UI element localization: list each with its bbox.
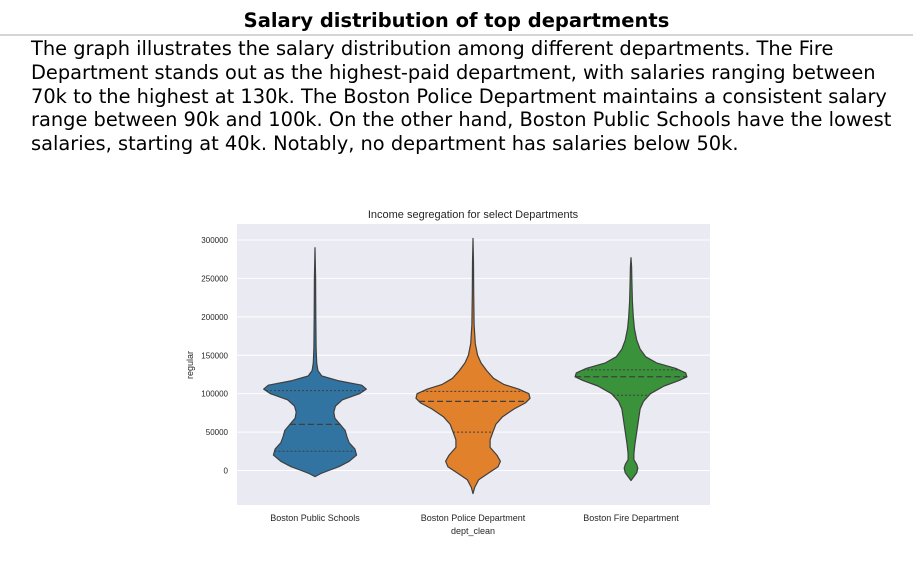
chart-title: Income segregation for select Department…	[368, 209, 579, 221]
y-tick-label: 100000	[201, 390, 228, 399]
y-axis-label: regular	[185, 351, 195, 379]
x-tick-label: Boston Fire Department	[583, 513, 679, 523]
violin-body	[415, 237, 531, 495]
y-tick-label: 250000	[201, 274, 228, 283]
y-tick-label: 150000	[201, 351, 228, 360]
y-tick-label: 300000	[201, 236, 228, 245]
y-tick-label: 50000	[206, 428, 229, 437]
page-description: The graph illustrates the salary distrib…	[31, 37, 892, 156]
title-divider	[0, 34, 913, 36]
page-title: Salary distribution of top departments	[243, 9, 670, 32]
x-tick-label: Boston Police Department	[421, 513, 526, 523]
x-tick-label: Boston Public Schools	[270, 513, 360, 523]
y-tick-labels: 0 50000 100000 150000 200000 250000 300000	[201, 236, 228, 476]
x-tick-labels: Boston Public Schools Boston Police Depar…	[270, 513, 679, 523]
violin-body	[263, 247, 367, 478]
violin-body	[574, 257, 688, 482]
x-axis-label: dept_clean	[451, 526, 495, 536]
y-tick-label: 0	[224, 467, 229, 476]
violin-layer	[263, 237, 688, 495]
y-tick-label: 200000	[201, 313, 228, 322]
